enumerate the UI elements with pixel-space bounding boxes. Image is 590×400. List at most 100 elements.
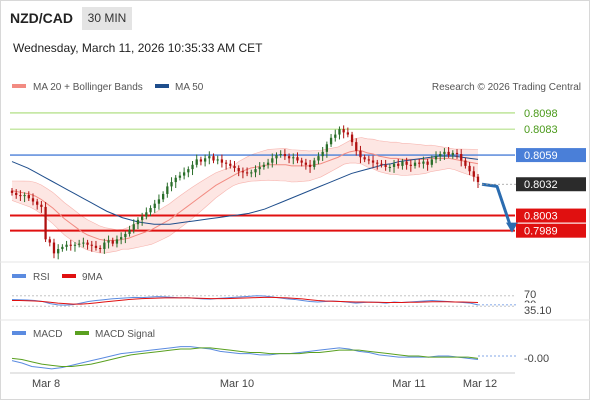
- candle-body: [107, 240, 110, 243]
- candle-body: [422, 161, 425, 164]
- ma50-legend-swatch: [155, 84, 169, 88]
- candle-body: [455, 152, 459, 154]
- candle-body: [174, 177, 177, 183]
- x-tick-label: Mar 12: [463, 378, 497, 390]
- bollinger-lower: [11, 162, 479, 254]
- candle-body: [266, 162, 270, 165]
- candle-body: [430, 159, 433, 165]
- candle-body: [439, 154, 442, 157]
- candle-body: [187, 169, 190, 173]
- price-panel: [10, 112, 518, 260]
- rsi-legend-label: RSI: [33, 272, 50, 283]
- candle-body: [115, 239, 119, 244]
- candle-body: [195, 159, 198, 165]
- candle-body: [40, 204, 43, 207]
- candle-body: [103, 242, 106, 250]
- candle-body: [443, 151, 446, 154]
- rsi-ma-legend-label: 9MA: [82, 272, 103, 283]
- macd-line: [11, 346, 479, 370]
- bollinger-band: [12, 137, 478, 254]
- rsi-level-70: 70: [524, 289, 536, 301]
- macd-legend-swatch: [12, 331, 26, 335]
- candle-body: [229, 163, 232, 166]
- candle-body: [15, 192, 18, 196]
- x-tick-label: Mar 10: [220, 378, 254, 390]
- support-label: 0.8003: [524, 211, 558, 223]
- candle-body: [111, 240, 114, 244]
- candle-body: [325, 144, 329, 152]
- candle-body: [418, 162, 421, 164]
- candle-body: [52, 242, 56, 254]
- candle-body: [250, 172, 253, 174]
- rsi-ma-legend-swatch: [62, 274, 76, 278]
- candle-body: [27, 195, 30, 199]
- candle-body: [161, 193, 165, 200]
- candle-body: [199, 159, 203, 162]
- macd-legend-label: MACD: [33, 329, 62, 340]
- candle-body: [355, 142, 358, 151]
- x-tick-label: Mar 11: [392, 378, 425, 390]
- candle-body: [296, 157, 299, 161]
- candle-body: [338, 129, 341, 135]
- ma20-line: [11, 150, 479, 241]
- candle-body: [140, 216, 144, 220]
- candle-body: [69, 244, 72, 246]
- candle-body: [342, 129, 345, 133]
- candle-body: [350, 134, 354, 143]
- candle-body: [178, 175, 182, 178]
- candle-body: [19, 195, 22, 197]
- candle-body: [166, 186, 169, 194]
- pivot-label-bg: [516, 148, 586, 163]
- candle-body: [136, 219, 140, 225]
- support-label-bg: [516, 208, 586, 223]
- candle-body: [145, 212, 148, 217]
- candle-body: [359, 150, 362, 158]
- candle-body: [191, 164, 194, 170]
- datetime-label: Wednesday, March 11, 2026 10:35:33 AM CE…: [13, 41, 263, 55]
- candle-body: [241, 171, 245, 173]
- candle-body: [460, 154, 463, 161]
- x-tick-label: Mar 8: [32, 378, 60, 390]
- candle-body: [271, 158, 274, 163]
- candle-body: [132, 224, 135, 230]
- candle-body: [447, 151, 450, 156]
- candle-body: [401, 161, 404, 166]
- candle-body: [380, 163, 383, 165]
- candle-body: [384, 164, 387, 167]
- candle-body: [451, 152, 454, 156]
- candle-body: [120, 237, 123, 240]
- candle-body: [170, 182, 173, 187]
- candle-body: [275, 155, 278, 159]
- timeframe-badge[interactable]: 30 MIN: [82, 7, 132, 30]
- candle-body: [308, 164, 312, 167]
- candle-body: [472, 171, 475, 177]
- macd-panel: [11, 346, 516, 370]
- candle-body: [329, 137, 333, 145]
- candle-body: [392, 163, 396, 167]
- ma50-legend-label: MA 50: [175, 82, 204, 93]
- candle-body: [409, 164, 412, 166]
- candle-body: [233, 165, 236, 169]
- candle-body: [82, 242, 85, 244]
- candle-body: [292, 157, 295, 159]
- candle-body: [23, 195, 26, 197]
- rsi-legend-swatch: [12, 274, 26, 278]
- candle-body: [283, 154, 287, 157]
- support-label: 0.7989: [524, 226, 558, 238]
- candle-body: [90, 244, 93, 246]
- candle-body: [317, 156, 320, 161]
- macd-signal-line: [11, 347, 479, 367]
- candle-body: [468, 165, 471, 172]
- candle-body: [65, 244, 68, 247]
- ma50-line: [11, 155, 479, 225]
- candle-body: [78, 243, 81, 245]
- candle-body: [287, 156, 291, 159]
- copyright-label: Research © 2026 Trading Central: [432, 82, 581, 93]
- candle-body: [203, 158, 207, 162]
- candle-body: [212, 156, 215, 161]
- candle-body: [99, 247, 102, 250]
- candle-body: [413, 162, 417, 166]
- current-price-bg: [516, 177, 586, 192]
- candle-body: [300, 160, 303, 163]
